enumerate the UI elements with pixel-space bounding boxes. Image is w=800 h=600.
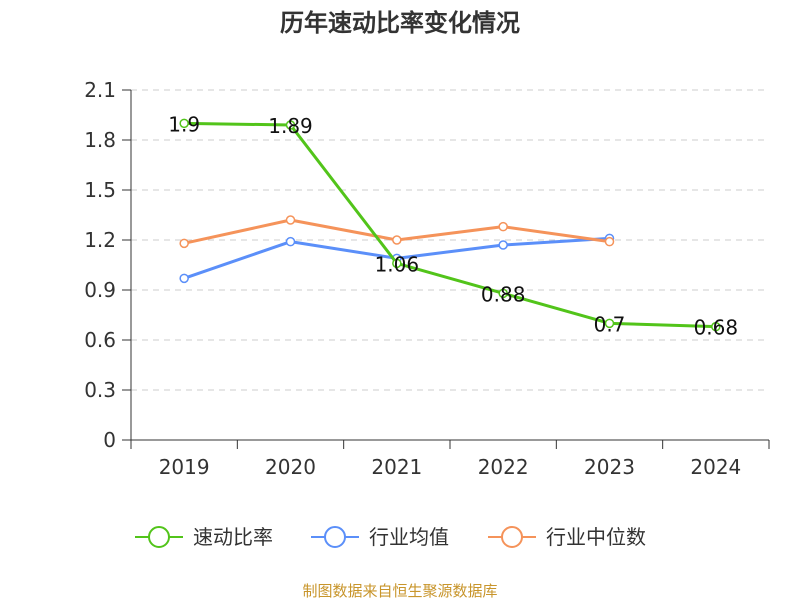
data-labels: 1.9 1.89 1.06 0.88 0.7 0.68 [168, 112, 738, 339]
y-tick-label-0: 0 [103, 428, 116, 452]
point-1-3 [498, 240, 508, 250]
x-tick-label-5: 2024 [690, 455, 741, 479]
legend-marker-0 [148, 526, 170, 548]
data-label-5: 0.68 [694, 316, 739, 340]
series-0 [179, 118, 721, 332]
y-tick-label-4: 1.2 [84, 228, 116, 252]
legend-item-1: 行业均值 [311, 525, 449, 549]
y-tick-label-1: 0.3 [84, 378, 116, 402]
chart-title: 历年速动比率变化情况 [280, 9, 520, 37]
legend: 速动比率 行业均值 行业中位数 [135, 525, 646, 549]
y-tick-label-3: 0.9 [84, 278, 116, 302]
y-tick-label-6: 1.8 [84, 128, 116, 152]
legend-label-1: 行业均值 [369, 525, 449, 549]
point-0-5 [711, 321, 721, 332]
x-tick-label-1: 2020 [265, 455, 316, 479]
legend-label-2: 行业中位数 [546, 525, 646, 549]
legend-item-2: 行业中位数 [488, 525, 646, 549]
point-2-1 [285, 215, 296, 225]
y-tick-label-5: 1.5 [84, 178, 116, 202]
series-2 [179, 215, 615, 249]
series-line-0 [184, 121, 716, 329]
point-0-4 [604, 318, 615, 329]
point-0-0 [179, 118, 189, 129]
legend-item-0: 速动比率 [135, 525, 273, 549]
data-label-0: 1.9 [168, 112, 200, 136]
data-label-4: 0.7 [594, 312, 626, 336]
x-tick-label-2: 2021 [371, 455, 422, 479]
x-tick-label-4: 2023 [584, 455, 635, 479]
point-0-1 [285, 120, 296, 130]
point-2-2 [392, 235, 402, 245]
point-0-2 [392, 258, 402, 269]
point-0-3 [498, 288, 508, 299]
point-1-1 [285, 236, 296, 247]
grid [131, 89, 769, 391]
point-1-0 [179, 273, 189, 284]
legend-marker-2 [501, 526, 523, 548]
y-tick-label-7: 2.1 [84, 78, 116, 102]
y-tick-label-2: 0.6 [84, 328, 116, 352]
x-tick-label-3: 2022 [478, 455, 529, 479]
data-label-1: 1.89 [268, 114, 313, 138]
axes: 0 0.3 0.6 0.9 1.2 1.5 1.8 2.1 2019 2020 2021 2022 20… [84, 78, 770, 479]
source-note: 制图数据来自恒生聚源数据库 [302, 582, 497, 600]
point-2-0 [179, 238, 189, 249]
legend-label-0: 速动比率 [193, 525, 273, 549]
data-label-2: 1.06 [375, 252, 420, 276]
x-tick-label-0: 2019 [159, 455, 210, 479]
point-2-3 [498, 221, 508, 232]
series-layer [179, 118, 721, 332]
legend-marker-1 [324, 526, 346, 548]
point-2-4 [604, 236, 615, 247]
data-label-3: 0.88 [481, 282, 526, 306]
